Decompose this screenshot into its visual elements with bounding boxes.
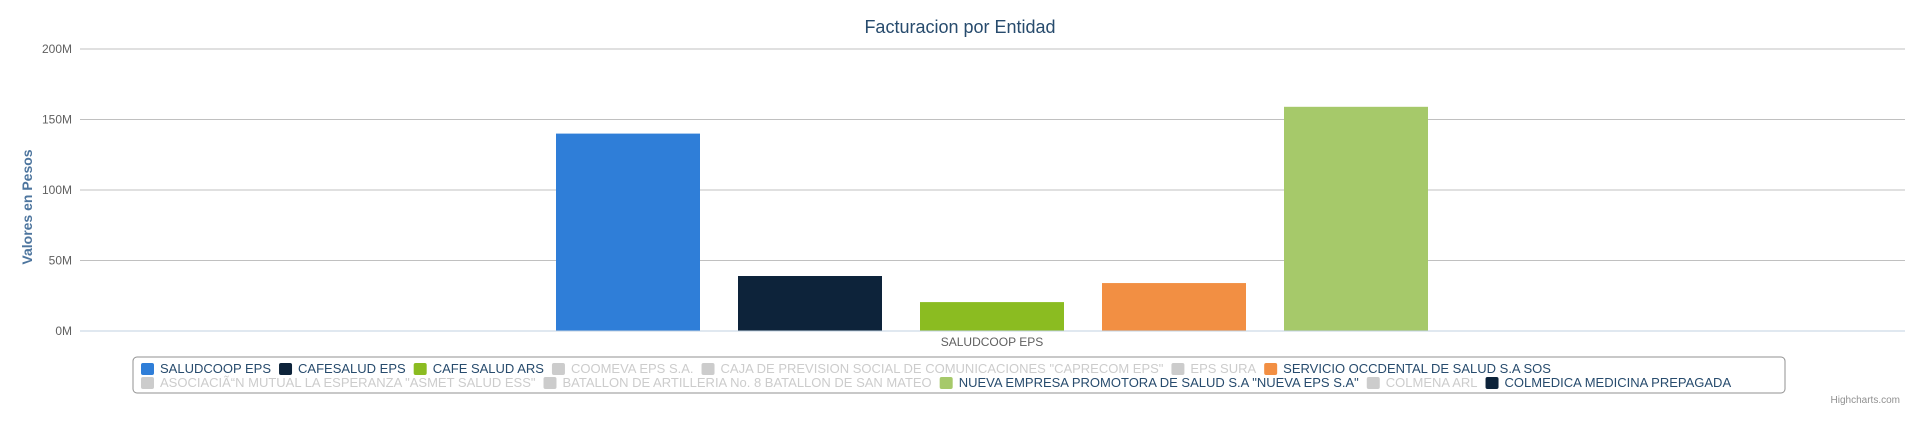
y-axis-title: Valores en Pesos [19,149,35,264]
legend-item[interactable]: COLMEDICA MEDICINA PREPAGADA [1485,375,1732,390]
y-axis-ticks: 0M 50M 100M 150M 200M [42,42,72,338]
legend-label: CAFE SALUD ARS [433,361,545,376]
legend-swatch [551,363,565,375]
legend-item[interactable]: CAFE SALUD ARS [413,361,545,376]
legend-label: SERVICIO OCCDENTAL DE SALUD S.A SOS [1283,361,1551,376]
legend-label: SALUDCOOP EPS [160,361,271,376]
y-tick-label: 200M [42,42,72,56]
legend-item[interactable]: SERVICIO OCCDENTAL DE SALUD S.A SOS [1264,361,1551,376]
legend-item[interactable]: ASOCIACIÃ“N MUTUAL LA ESPERANZA "ASMET S… [141,375,536,390]
legend-swatch [413,363,427,375]
legend-item[interactable]: BATALLON DE ARTILLERIA No. 8 BATALLON DE… [543,375,932,390]
legend-label: CAJA DE PREVISION SOCIAL DE COMUNICACION… [721,361,1164,376]
legend-swatch [1171,363,1185,375]
legend-label: BATALLON DE ARTILLERIA No. 8 BATALLON DE… [563,375,932,390]
x-axis-categories: SALUDCOOP EPS [941,335,1043,349]
legend-label: CAFESALUD EPS [298,361,406,376]
legend-item[interactable]: EPS SURA [1171,361,1256,376]
legend-item[interactable]: SALUDCOOP EPS [141,361,271,376]
legend-swatch [141,363,154,375]
legend-swatch [1485,377,1499,389]
legend-item[interactable]: CAFESALUD EPS [279,361,406,376]
legend-item[interactable]: COOMEVA EPS S.A. [551,361,694,376]
legend-swatch [701,363,715,375]
bar[interactable] [738,276,882,331]
bar[interactable] [920,302,1064,331]
legend-swatch [543,377,557,389]
bar[interactable] [556,133,700,331]
y-tick-label: 0M [55,324,72,338]
legend-swatch [141,377,154,389]
legend-label: ASOCIACIÃ“N MUTUAL LA ESPERANZA "ASMET S… [160,375,536,390]
legend-label: EPS SURA [1190,361,1256,376]
legend-item[interactable]: NUEVA EMPRESA PROMOTORA DE SALUD S.A "NU… [939,375,1359,390]
legend-swatch [1264,363,1278,375]
grid-lines [80,48,1905,261]
legend-label: COLMEDICA MEDICINA PREPAGADA [1505,375,1732,390]
y-tick-label: 100M [42,183,72,197]
bar[interactable] [1284,106,1428,331]
legend-item[interactable]: COLMENA ARL [1366,375,1478,390]
legend-item[interactable]: CAJA DE PREVISION SOCIAL DE COMUNICACION… [701,361,1164,376]
bars [556,106,1428,331]
legend-swatch [279,363,293,375]
bar[interactable] [1102,283,1246,331]
legend-label: COOMEVA EPS S.A. [571,361,694,376]
chart-title: Facturacion por Entidad [864,17,1055,37]
y-tick-label: 50M [49,254,72,268]
legend: SALUDCOOP EPS CAFESALUD EPS CAFE SALUD ARS… [141,361,1731,390]
x-tick-label: SALUDCOOP EPS [941,335,1043,349]
legend-box [132,356,1786,394]
legend-label: COLMENA ARL [1386,375,1478,390]
legend-label: NUEVA EMPRESA PROMOTORA DE SALUD S.A "NU… [959,375,1359,390]
legend-swatch [1366,377,1380,389]
credits-link[interactable]: Highcharts.com [1831,395,1900,406]
legend-swatch [939,377,953,389]
y-tick-label: 150M [42,113,72,127]
